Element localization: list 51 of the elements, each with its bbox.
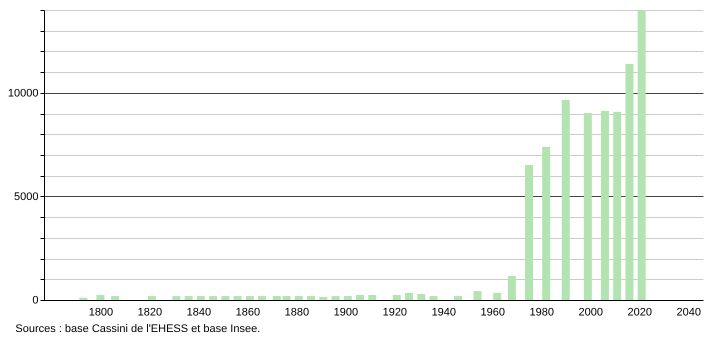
bar [368,295,376,300]
bar [294,296,303,300]
bar [430,296,438,300]
y-tick-label: 5000 [14,190,38,203]
x-tick-label: 1800 [88,306,114,318]
bar [562,100,570,300]
bar [307,296,316,300]
bar [356,295,364,300]
bar [454,296,462,300]
bar [258,296,266,300]
bar [148,296,156,300]
source-note: Sources : base Cassini de l'EHESS et base Insee. [15,323,260,335]
bar [96,295,104,300]
x-tick-label: 1900 [334,306,358,318]
bar [246,296,254,300]
x-tick-label: 1820 [138,306,162,318]
bar [584,112,592,300]
bar [332,296,340,300]
x-tick-label: 1960 [480,306,506,318]
bar [417,294,426,300]
bar [493,292,502,300]
x-tick-label: 1880 [284,306,310,318]
bar [405,292,414,300]
y-tick-label: 10000 [8,87,38,100]
bar [613,112,622,300]
x-tick-label: 1920 [382,306,408,318]
bar [234,296,242,300]
bar [625,64,634,300]
bar [221,296,230,300]
x-tick-label: 1980 [530,306,554,318]
bar [196,296,205,300]
x-tick-label: 1840 [186,306,212,318]
y-tick-label: 0 [32,294,38,306]
x-tick-label: 2040 [676,306,701,318]
bar [344,296,352,300]
x-tick-label: 1940 [432,306,456,318]
bar [209,296,218,300]
bar [172,296,180,300]
bar [184,296,193,300]
x-tick-label: 2000 [578,306,603,318]
x-tick-label: 2020 [627,306,652,318]
bar [392,295,401,300]
bar [319,296,328,300]
bar [600,110,609,300]
x-tick-label: 1860 [236,306,260,318]
bar [508,276,516,300]
bar [111,296,120,300]
bar [638,10,646,300]
bar [525,164,534,300]
bar [542,146,550,300]
bar [474,291,482,300]
